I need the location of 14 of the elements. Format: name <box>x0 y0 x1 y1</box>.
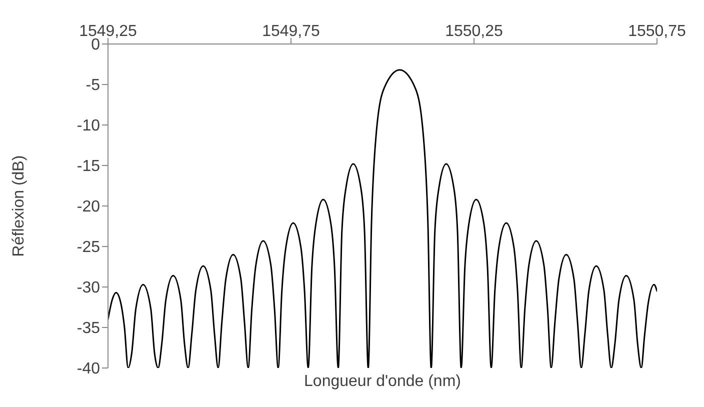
line-series <box>108 69 657 368</box>
y-axis-title: Réflexion (dB) <box>10 155 28 257</box>
x-tick-label: 1550,75 <box>628 23 686 40</box>
x-tick-label: 1550,25 <box>445 23 504 40</box>
y-tick-label: -35 <box>76 320 100 338</box>
y-tick-label: -15 <box>76 158 100 176</box>
y-tick-label: -25 <box>76 239 100 256</box>
y-tick-label: -30 <box>76 280 100 297</box>
x-tick-label: 1549,75 <box>262 23 320 40</box>
y-tick-label: -20 <box>76 198 100 216</box>
y-tick-label: -5 <box>86 77 100 94</box>
y-tick-label: -10 <box>76 118 100 135</box>
y-tick-label: -40 <box>76 360 100 378</box>
x-axis-title: Longueur d'onde (nm) <box>303 373 462 391</box>
